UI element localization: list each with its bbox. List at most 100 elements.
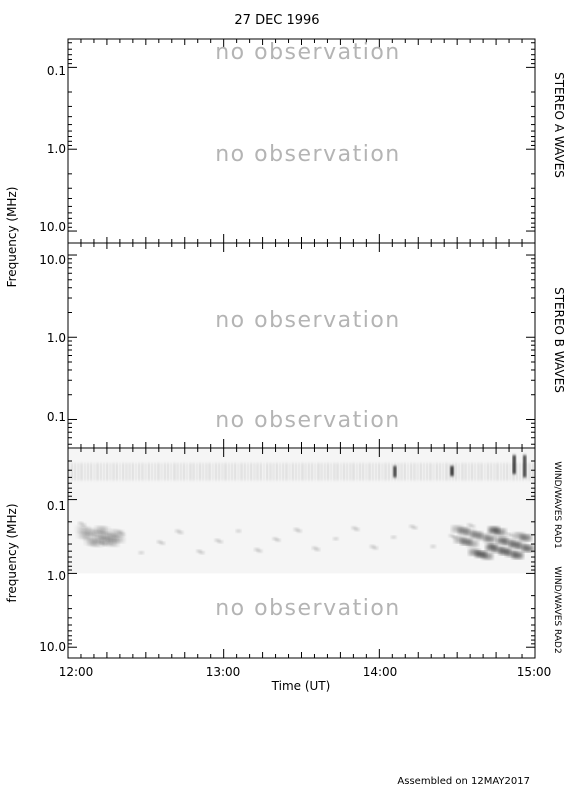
faint-emission [391,535,397,539]
emission-patch [475,551,486,558]
faint-emission [159,541,165,545]
emission-stripe [160,463,163,481]
faint-emission [467,523,473,527]
faint-emission [175,529,181,533]
emission-stripe [269,463,272,481]
emission-stripe [298,463,300,481]
faint-emission [138,551,144,555]
emission-stripe [381,463,384,481]
emission-stripe [295,463,297,481]
emission-stripe [525,463,528,481]
faint-emission [451,535,457,539]
emission-stripe [292,463,294,481]
y-tick-label: 1.0 [47,569,66,583]
faint-emission [409,524,415,528]
emission-stripe [276,463,278,481]
emission-stripe [231,463,233,481]
emission-stripe [506,463,508,481]
emission-stripe [474,463,476,481]
emission-stripe [148,463,150,481]
panel-wind-ticks [68,448,535,658]
no-observation-label: no observation [215,308,401,333]
emission-stripe [215,463,217,481]
x-tick-label: 13:00 [206,665,241,679]
emission-stripe [509,463,512,481]
faint-emission [196,549,202,553]
emission-stripe [317,463,320,481]
emission-stripe [327,463,329,481]
radio-burst [523,455,527,478]
emission-stripe [100,463,102,481]
faint-emission [509,534,515,538]
emission-stripe [496,463,499,481]
faint-emission [102,543,108,547]
emission-stripe [256,463,259,481]
emission-stripe [439,463,441,481]
radio-burst [393,465,397,478]
emission-stripe [144,463,147,481]
emission-patch [471,531,482,538]
emission-stripe [266,463,268,481]
faint-emission [333,537,339,541]
wind-spectrogram [68,449,535,574]
faint-emission [236,529,241,533]
emission-stripe [218,463,220,481]
emission-stripe [346,463,348,481]
faint-emission [488,543,494,547]
emission-stripe [189,463,192,481]
emission-stripe [80,463,83,481]
emission-stripe [368,463,371,481]
radio-burst [450,465,454,477]
emission-stripe [362,463,364,481]
emission-stripe [500,463,502,481]
stereo-frequency-axis-label: Frequency (MHz) [5,187,19,288]
emission-stripe [413,463,416,481]
emission-stripe [272,463,275,481]
emission-stripe [234,463,236,481]
faint-emission [312,546,318,550]
emission-stripe [378,463,380,481]
radio-burst [512,455,516,474]
emission-stripe [93,463,96,481]
faint-emission [412,526,418,530]
figure-title: 27 DEC 1996 [234,13,319,28]
emission-stripe [208,463,211,481]
emission-stripe [324,463,326,481]
emission-stripe [199,463,201,481]
panel-stereo-b-side-label: STEREO B WAVES [552,287,566,393]
emission-stripe [480,463,483,481]
emission-patch [92,540,103,547]
emission-stripe [71,463,73,481]
emission-stripe [391,463,393,481]
emission-stripe [330,463,332,481]
emission-stripe [84,463,86,481]
emission-patch [506,550,517,557]
emission-stripe [151,463,153,481]
emission-stripe [186,463,188,481]
emission-stripe [138,463,140,481]
emission-stripe [260,463,262,481]
emission-stripe [301,463,304,481]
emission-stripe [122,463,124,481]
emission-patch [469,549,480,556]
wind-rad1-side-label: WIND/WAVES RAD1 [552,461,562,548]
emission-patch [497,537,508,544]
faint-emission [293,527,299,531]
faint-emission [296,529,302,533]
emission-patch [99,527,110,534]
x-tick-label: 12:00 [59,665,94,679]
emission-stripe [519,463,521,481]
emission-stripe [416,463,419,481]
emission-stripe [304,463,307,481]
assembled-date: Assembled on 12MAY2017 [397,776,530,787]
faint-emission [369,544,375,548]
emission-stripe [128,463,131,481]
emission-stripe [288,463,291,481]
emission-stripe [516,463,518,481]
emission-stripe [250,463,252,481]
faint-emission [78,521,83,525]
emission-stripe [240,463,243,481]
emission-stripe [340,463,342,481]
emission-stripe [192,463,195,481]
